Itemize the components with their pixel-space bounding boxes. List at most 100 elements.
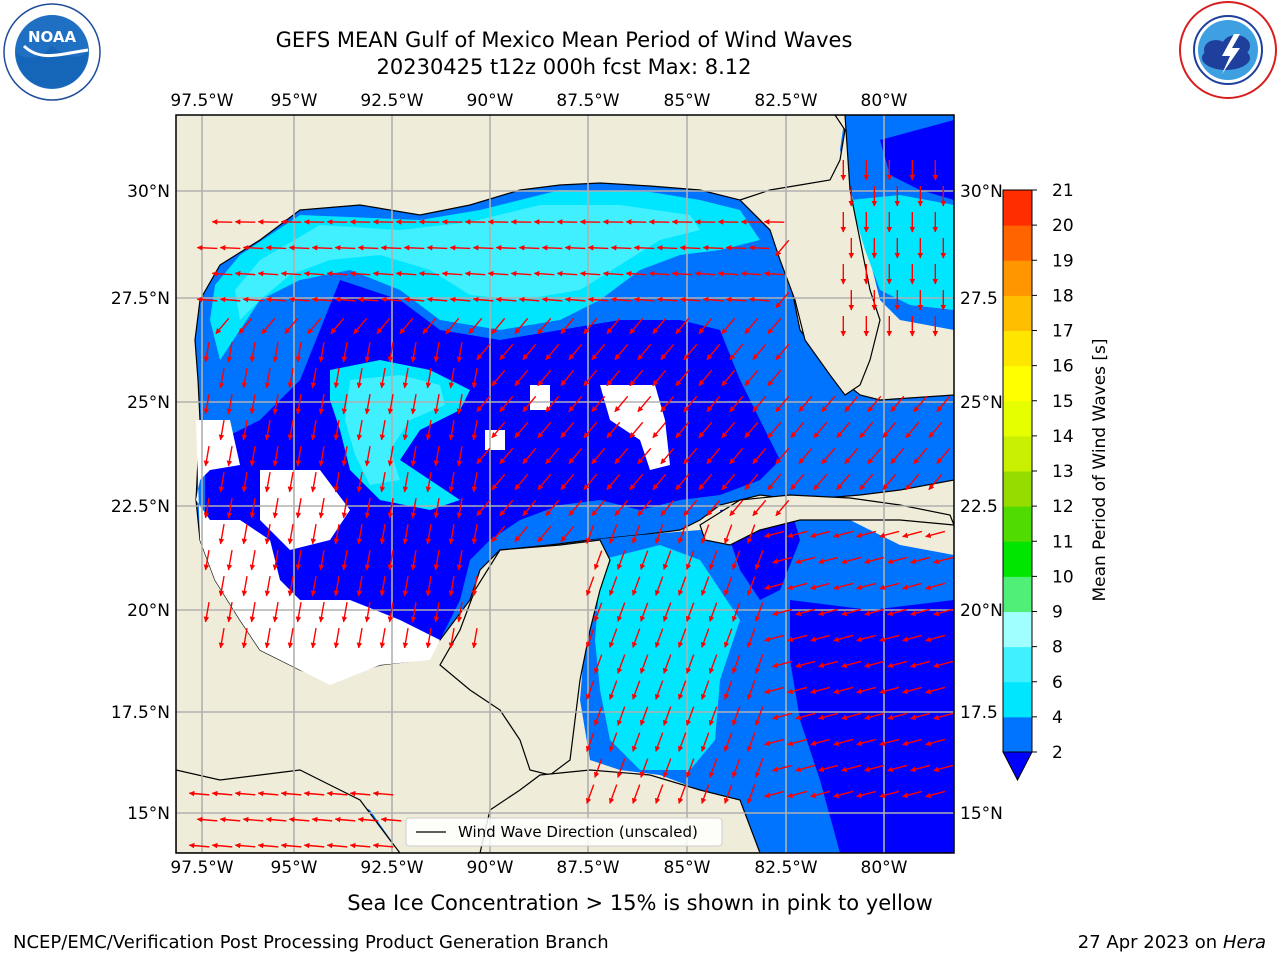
wind-vector (772, 608, 793, 616)
wind-vector (813, 421, 828, 439)
wind-vector (449, 244, 471, 251)
atlantic-cyan-zone (850, 195, 954, 310)
wind-vector (746, 628, 756, 648)
wind-vector (357, 816, 379, 823)
wind-vector (610, 296, 632, 303)
wind-vector (746, 576, 756, 596)
wind-vector (810, 686, 831, 694)
noaa-logo-icon: NOAA (3, 3, 101, 101)
wind-vector (836, 421, 851, 439)
wind-vector (425, 628, 432, 649)
wind-vector (495, 244, 517, 251)
wind-vector (591, 447, 606, 465)
wind-vector (679, 244, 701, 251)
colorbar: 2 4 6 8 9 10 11 12 13 14 15 16 17 18 19 20 21 (1002, 181, 1074, 782)
wind-vector (257, 842, 279, 849)
wind-vector (810, 634, 831, 642)
wind-vector (218, 576, 225, 597)
lat-label-left: 22.5°N (111, 497, 170, 517)
wind-vector (402, 420, 409, 441)
wind-vector (585, 732, 595, 752)
wind-vector (280, 842, 302, 849)
wind-vector (614, 395, 629, 413)
wind-vector (729, 499, 744, 517)
wind-vector (754, 758, 764, 778)
wind-vector (257, 270, 279, 277)
wind-vector (882, 421, 897, 439)
wind-vector (379, 628, 386, 649)
wind-vector (902, 790, 923, 798)
wind-vector (238, 317, 253, 335)
lon-labels-bottom: 97.5°W 95°W 92.5°W 90°W 87.5°W 85°W 82.5°W 80°W (170, 858, 907, 878)
lon-label-top: 90°W (467, 91, 514, 111)
wind-vector (608, 784, 618, 804)
lat-label-right: 30°N (960, 182, 1003, 202)
wind-vector (264, 524, 271, 545)
wind-vector (637, 447, 652, 465)
wind-vector (341, 446, 348, 467)
lon-label-top: 95°W (271, 91, 318, 111)
wind-vector (933, 556, 954, 564)
lon-label-bottom: 85°W (664, 858, 711, 878)
wind-vector (639, 654, 649, 674)
wind-vector (654, 576, 664, 596)
wind-vector (583, 421, 598, 439)
wind-vector (264, 368, 271, 389)
wind-vector (748, 244, 770, 251)
wind-vector (744, 473, 759, 491)
wind-vector (731, 654, 741, 674)
wind-vector (514, 317, 529, 335)
wind-vector (717, 270, 739, 277)
wind-vector (637, 395, 652, 413)
wind-vector (905, 473, 920, 491)
wind-vector (925, 790, 946, 798)
wind-vector (729, 343, 744, 361)
wind-vector (410, 394, 417, 415)
wind-vector (936, 395, 951, 413)
wind-vector (445, 317, 460, 335)
wind-vector (775, 343, 790, 361)
wind-vector (616, 550, 626, 570)
wind-vector (491, 369, 506, 387)
central-america-land (176, 769, 401, 853)
wind-vector (633, 296, 655, 303)
wind-vector (265, 244, 287, 251)
wind-vector (545, 395, 560, 413)
wind-vector (433, 394, 440, 415)
wind-vector (425, 576, 432, 597)
wind-vector (744, 317, 759, 335)
wind-vector (856, 582, 877, 590)
wind-vector (864, 608, 885, 616)
wind-vector (379, 576, 386, 597)
wind-vector (203, 394, 210, 415)
lat-label-left: 25°N (127, 393, 170, 413)
wind-vector (633, 244, 655, 251)
wind-vector (764, 686, 785, 694)
wind-vector (341, 602, 348, 623)
wind-vector (721, 369, 736, 387)
wind-vector (399, 317, 414, 335)
wind-vector (767, 369, 782, 387)
wind-vector (226, 342, 233, 363)
wind-vector (364, 446, 371, 467)
chart-subtitle: 20230425 t12z 000h fcst Max: 8.12 (376, 55, 752, 79)
wind-vector (379, 524, 386, 545)
colorbar-segment (1003, 646, 1032, 683)
colorbar-tick-label: 12 (1052, 497, 1074, 517)
wind-vector (841, 660, 862, 668)
wind-vector (295, 498, 302, 519)
wind-vector (754, 706, 764, 726)
wind-vector (333, 420, 340, 441)
wind-vector (798, 447, 813, 465)
wind-vector (708, 602, 718, 622)
wind-vector (608, 680, 618, 700)
wind-vector (683, 343, 698, 361)
colorbar-segment (1003, 611, 1032, 648)
wind-vector (654, 784, 664, 804)
wind-vector (675, 421, 690, 439)
wind-vector (564, 244, 586, 251)
wind-vector (833, 634, 854, 642)
wind-vector (864, 712, 885, 720)
wind-vector (731, 602, 741, 622)
wind-vector (349, 842, 371, 849)
